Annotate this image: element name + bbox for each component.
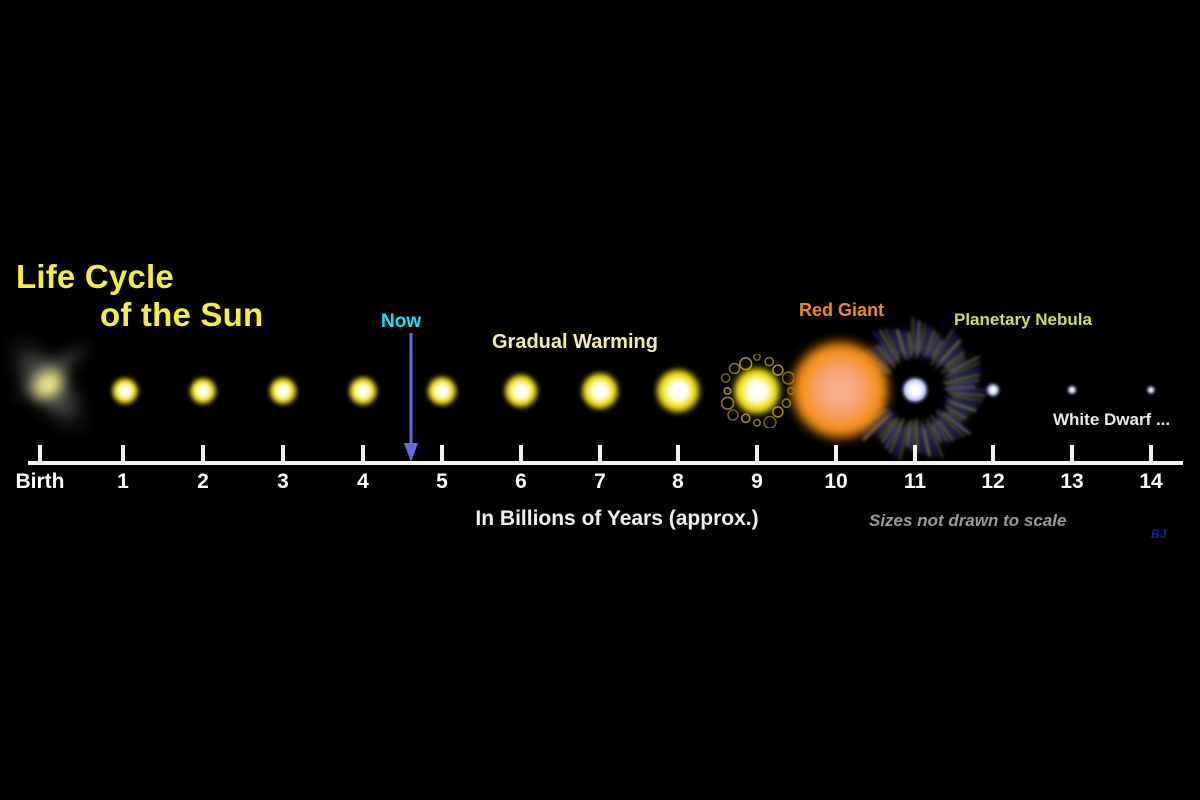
star-marker-unstable [730,364,784,418]
axis-tick [440,445,444,462]
axis-tick-label: 11 [903,470,927,493]
star-marker-white-dwarf [1146,385,1156,395]
scale-disclaimer: Sizes not drawn to scale [869,511,1067,530]
star-marker-main-sequence [347,375,379,407]
axis-tick-label: 8 [672,470,684,493]
now-arrow [404,333,418,462]
axis-tick [201,445,205,462]
axis-tick-label: 14 [1139,470,1163,493]
star-marker-main-sequence [502,372,540,410]
axis-tick-label: 9 [751,470,763,493]
artist-signature: BJ [1151,527,1167,541]
axis-tick-label: 1 [117,470,129,493]
axis-tick-label: 3 [277,470,289,493]
axis-tick [991,445,995,462]
axis-tick [38,445,42,462]
label-now: Now [381,311,422,332]
star-marker-main-sequence [579,370,621,412]
axis-tick-label: 5 [436,470,448,493]
axis-tick [121,445,125,462]
axis-tick [676,445,680,462]
axis-tick [1149,445,1153,462]
axis-tick [361,445,365,462]
axis-units-caption: In Billions of Years (approx.) [475,507,759,530]
star-marker-main-sequence [425,374,459,408]
axis-tick-label: 2 [197,470,209,493]
axis-tick [834,445,838,462]
star-marker-white-dwarf [1067,385,1077,395]
axis-tick-label: 6 [515,470,527,493]
axis-tick-label: 12 [981,470,1005,493]
axis-tick [598,445,602,462]
axis-tick-label: Birth [15,470,65,493]
axis-tick [755,445,759,462]
axis-tick [519,445,523,462]
axis-tick-label: 4 [357,470,369,493]
star-marker-main-sequence [267,375,299,407]
planetary-nebula-core-star [900,375,930,405]
star-marker-main-sequence [653,366,703,416]
star-marker-main-sequence [188,376,218,406]
label-white-dwarf: White Dwarf ... [1053,410,1171,429]
axis-tick-label: 7 [594,470,606,493]
axis-tick-label: 10 [824,470,848,493]
axis-tick [281,445,285,462]
timeline-axis [28,461,1183,465]
label-gradual-warming: Gradual Warming [492,331,658,353]
star-marker-main-sequence [110,376,140,406]
label-red-giant: Red Giant [799,300,885,320]
axis-tick-label: 13 [1060,470,1084,493]
title-line-1: Life Cycle [16,258,174,295]
star-marker-white-dwarf [985,382,1001,398]
label-planetary-nebula: Planetary Nebula [954,310,1092,329]
star-marker-red-giant [788,338,892,442]
axis-tick [1070,445,1074,462]
axis-tick [913,445,917,462]
